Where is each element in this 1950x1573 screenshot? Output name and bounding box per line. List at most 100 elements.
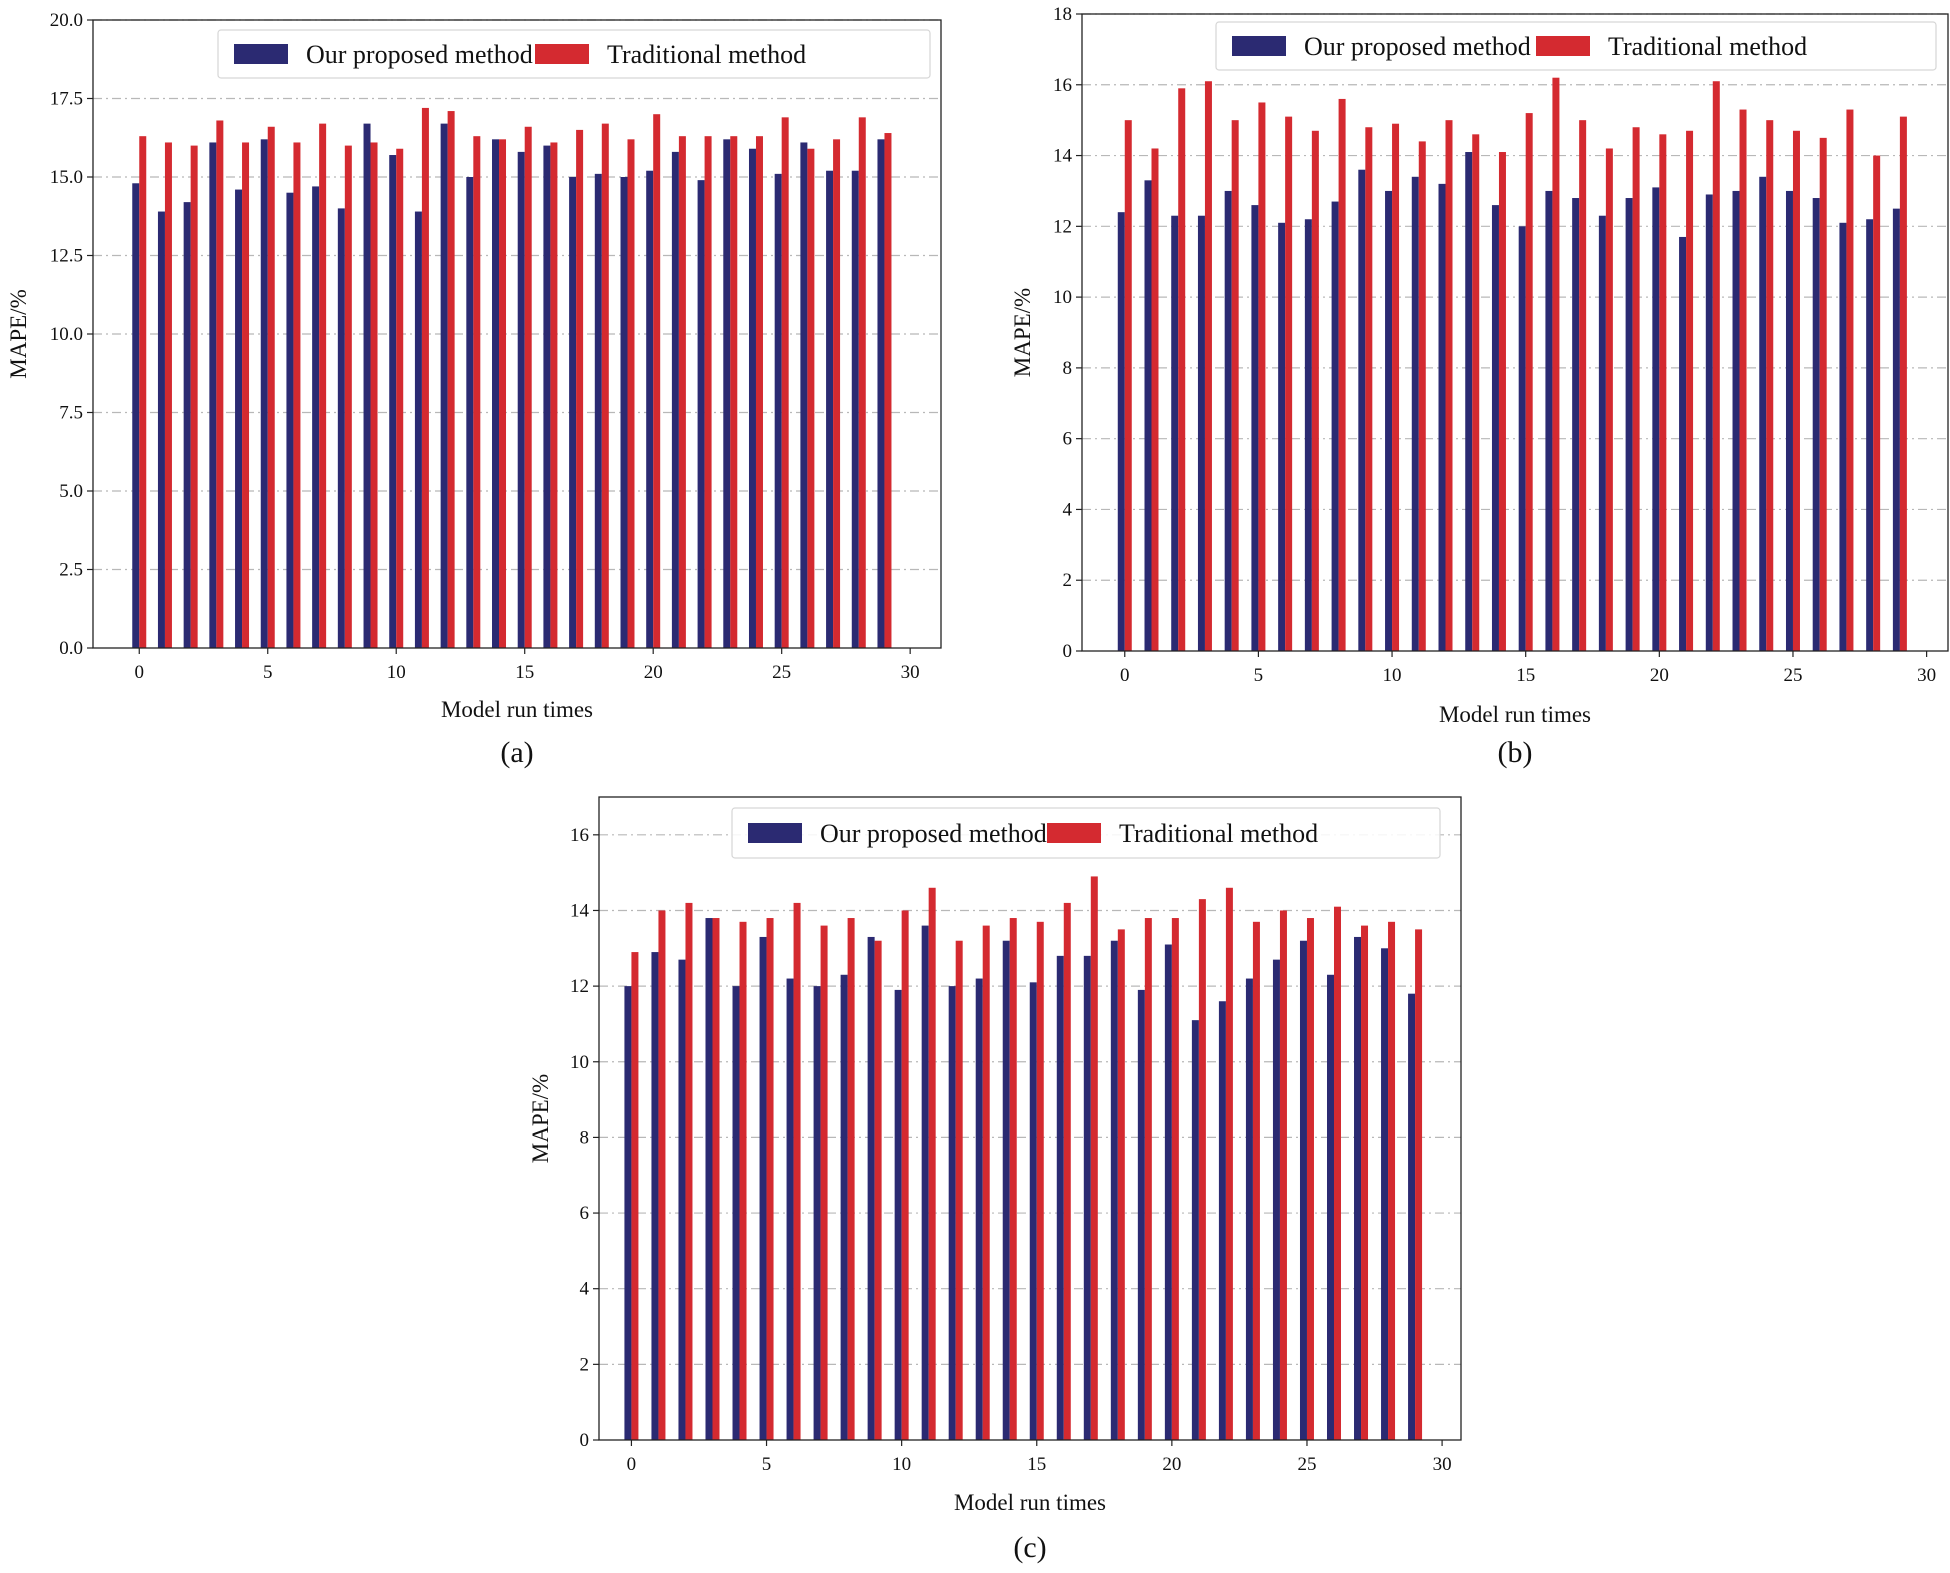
y-tick-label: 12 <box>1053 216 1072 237</box>
legend-swatch-traditional <box>535 44 589 64</box>
bar-proposed-8 <box>1331 201 1339 652</box>
bar-proposed-19 <box>1137 989 1145 1440</box>
bar-traditional-27 <box>833 139 841 648</box>
y-tick-label: 18 <box>1053 4 1072 25</box>
plot-frame <box>598 796 1462 1441</box>
bar-traditional-21 <box>1686 130 1694 652</box>
y-tick-label: 12 <box>570 976 589 997</box>
bar-proposed-27 <box>1839 222 1847 652</box>
bar-traditional-14 <box>1009 918 1017 1440</box>
y-tick-label: 6 <box>580 1203 590 1224</box>
legend-swatch-proposed <box>1232 36 1286 56</box>
bar-proposed-14 <box>492 139 500 648</box>
y-tick-label: 0.0 <box>59 638 83 659</box>
bar-traditional-26 <box>1333 906 1341 1440</box>
legend-label-traditional: Traditional method <box>1119 819 1318 848</box>
bar-traditional-4 <box>242 142 250 648</box>
y-tick-label: 14 <box>1053 146 1073 167</box>
bar-proposed-9 <box>867 936 875 1440</box>
bar-traditional-15 <box>1036 921 1044 1440</box>
bar-traditional-15 <box>1525 113 1533 652</box>
bar-proposed-5 <box>759 936 767 1440</box>
legend-swatch-proposed <box>748 823 802 843</box>
bar-proposed-0 <box>1117 212 1125 651</box>
bar-traditional-19 <box>1632 127 1640 651</box>
x-tick-label: 30 <box>1917 665 1936 686</box>
bar-proposed-7 <box>813 986 821 1440</box>
bar-proposed-14 <box>1491 205 1499 651</box>
bar-proposed-29 <box>877 139 885 648</box>
y-tick-label: 8 <box>580 1127 590 1148</box>
x-tick-label: 20 <box>1162 1454 1181 1475</box>
bar-traditional-11 <box>421 107 429 649</box>
bar-traditional-25 <box>1792 130 1800 652</box>
bar-traditional-29 <box>1899 116 1907 651</box>
bar-traditional-1 <box>658 910 666 1440</box>
bar-traditional-11 <box>928 887 936 1440</box>
bar-proposed-12 <box>948 986 956 1440</box>
bar-proposed-20 <box>1652 187 1660 651</box>
x-tick-label: 0 <box>135 662 145 683</box>
legend-swatch-traditional <box>1536 36 1590 56</box>
bar-traditional-5 <box>766 918 774 1440</box>
bar-traditional-18 <box>1117 929 1125 1440</box>
x-tick-label: 0 <box>1120 665 1130 686</box>
bar-proposed-17 <box>1572 198 1580 651</box>
bar-proposed-28 <box>1866 219 1874 651</box>
bar-proposed-2 <box>183 202 191 648</box>
x-axis-label: Model run times <box>954 1490 1106 1515</box>
bar-proposed-4 <box>1224 190 1232 651</box>
x-tick-label: 10 <box>1383 665 1402 686</box>
bar-proposed-5 <box>1251 205 1259 651</box>
bar-traditional-16 <box>1552 77 1560 651</box>
y-tick-label: 5.0 <box>59 481 83 502</box>
y-tick-label: 2.5 <box>59 560 83 581</box>
bar-traditional-13 <box>473 136 481 648</box>
bar-proposed-17 <box>569 177 577 648</box>
bar-traditional-7 <box>820 925 828 1440</box>
bar-proposed-23 <box>1245 978 1253 1440</box>
bar-traditional-4 <box>739 921 747 1440</box>
legend-label-proposed: Our proposed method <box>1304 32 1531 61</box>
bar-traditional-0 <box>1124 120 1132 651</box>
bar-proposed-19 <box>1625 198 1633 651</box>
bar-proposed-21 <box>1679 236 1687 651</box>
bar-proposed-25 <box>1785 190 1793 651</box>
bar-traditional-5 <box>267 126 275 648</box>
x-axis-label: Model run times <box>1439 702 1591 727</box>
bar-traditional-2 <box>685 902 693 1440</box>
bar-proposed-20 <box>646 170 654 648</box>
bar-proposed-1 <box>1144 180 1152 652</box>
bar-traditional-17 <box>576 129 584 648</box>
bar-proposed-18 <box>594 173 602 649</box>
bar-traditional-8 <box>344 145 352 648</box>
y-tick-label: 17.5 <box>50 89 83 110</box>
y-tick-label: 16 <box>1053 75 1072 96</box>
bar-proposed-5 <box>260 139 268 648</box>
bar-proposed-22 <box>697 180 705 648</box>
x-tick-label: 10 <box>387 662 406 683</box>
bar-proposed-13 <box>1465 152 1473 651</box>
bar-traditional-23 <box>1252 921 1260 1440</box>
bar-traditional-29 <box>884 133 892 649</box>
panel-label: (b) <box>1498 736 1533 769</box>
bar-proposed-12 <box>440 123 448 649</box>
bar-traditional-6 <box>793 902 801 1440</box>
bar-proposed-29 <box>1892 208 1900 651</box>
x-tick-label: 30 <box>901 662 920 683</box>
y-tick-label: 2 <box>1063 570 1073 591</box>
bar-proposed-25 <box>1299 940 1307 1440</box>
bar-traditional-6 <box>293 142 301 648</box>
x-tick-label: 20 <box>644 662 663 683</box>
legend-swatch-proposed <box>234 44 288 64</box>
x-tick-label: 25 <box>1783 665 1802 686</box>
bar-proposed-7 <box>1304 219 1312 651</box>
x-tick-label: 25 <box>1297 1454 1316 1475</box>
bar-traditional-28 <box>1873 155 1881 652</box>
bar-traditional-23 <box>1739 109 1747 652</box>
bar-proposed-18 <box>1110 940 1118 1440</box>
bar-traditional-13 <box>1472 134 1480 652</box>
bar-proposed-11 <box>1411 176 1419 652</box>
bar-proposed-25 <box>774 173 782 649</box>
